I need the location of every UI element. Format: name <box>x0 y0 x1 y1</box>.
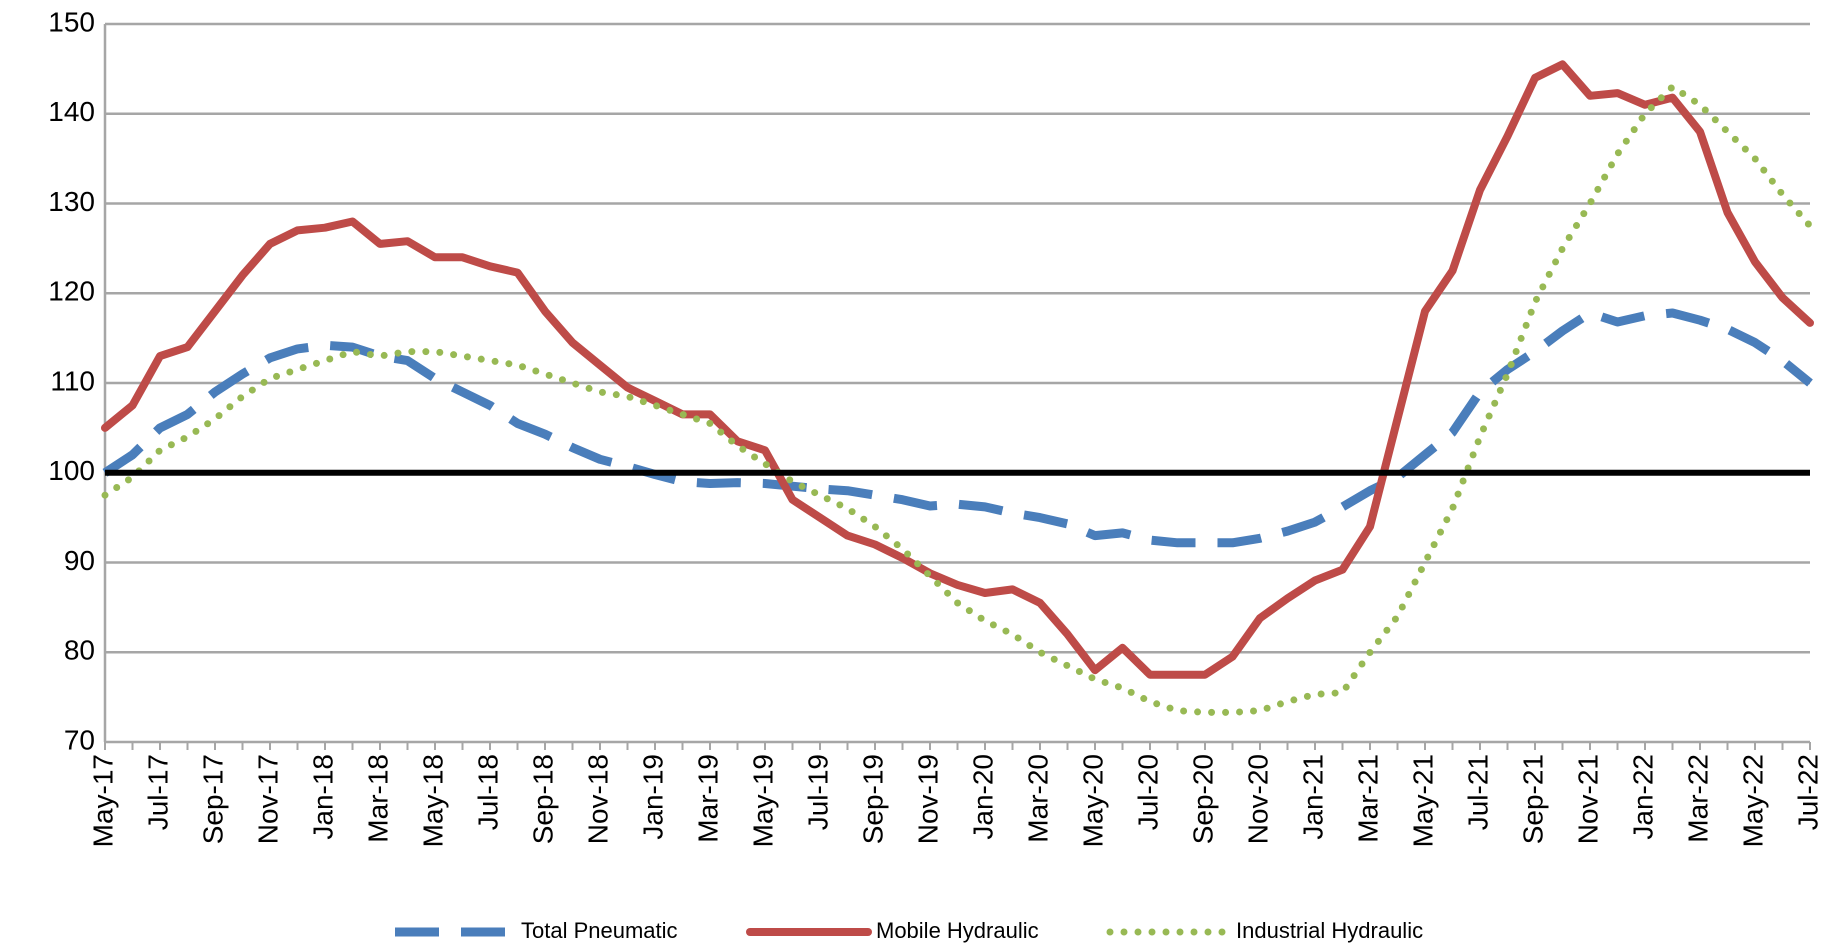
y-tick-label: 80 <box>64 635 95 666</box>
x-tick-label: May-17 <box>87 754 118 847</box>
x-tick-label: Nov-18 <box>582 754 613 844</box>
y-tick-label: 130 <box>48 186 95 217</box>
y-tick-label: 150 <box>48 6 95 37</box>
legend-label: Industrial Hydraulic <box>1236 918 1423 943</box>
x-tick-label: May-21 <box>1407 754 1438 847</box>
x-tick-label: Jul-22 <box>1792 754 1823 830</box>
x-tick-label: Jul-19 <box>802 754 833 830</box>
x-tick-label: Mar-22 <box>1682 754 1713 843</box>
x-tick-label: Jan-18 <box>307 754 338 840</box>
y-tick-label: 100 <box>48 455 95 486</box>
x-tick-label: Mar-21 <box>1352 754 1383 843</box>
x-tick-label: Sep-17 <box>197 754 228 844</box>
x-tick-label: Jul-20 <box>1132 754 1163 830</box>
x-tick-label: May-18 <box>417 754 448 847</box>
x-tick-label: Sep-21 <box>1517 754 1548 844</box>
x-tick-label: Mar-20 <box>1022 754 1053 843</box>
legend-label: Mobile Hydraulic <box>876 918 1039 943</box>
series-line <box>102 308 1813 548</box>
x-tick-label: Sep-20 <box>1187 754 1218 844</box>
x-tick-label: Jul-17 <box>142 754 173 830</box>
x-tick-label: Jan-22 <box>1627 754 1658 840</box>
x-tick-label: Nov-17 <box>252 754 283 844</box>
legend-label: Total Pneumatic <box>521 918 678 943</box>
x-tick-label: Nov-20 <box>1242 754 1273 844</box>
y-tick-label: 140 <box>48 96 95 127</box>
x-tick-label: Jan-19 <box>637 754 668 840</box>
y-tick-label: 110 <box>50 365 95 396</box>
x-tick-label: Sep-19 <box>857 754 888 844</box>
x-tick-label: Nov-21 <box>1572 754 1603 844</box>
x-tick-label: Jan-21 <box>1297 754 1328 840</box>
x-tick-label: Mar-18 <box>362 754 393 843</box>
y-tick-label: 120 <box>48 276 95 307</box>
x-tick-label: Jul-18 <box>472 754 503 830</box>
x-tick-label: May-22 <box>1737 754 1768 847</box>
x-tick-label: Jan-20 <box>967 754 998 840</box>
x-tick-label: Jul-21 <box>1462 754 1493 830</box>
x-tick-label: May-20 <box>1077 754 1108 847</box>
x-tick-label: Nov-19 <box>912 754 943 844</box>
x-tick-label: May-19 <box>747 754 778 847</box>
series-line <box>101 60 1814 679</box>
x-tick-label: Mar-19 <box>692 754 723 843</box>
series-line <box>101 83 1814 716</box>
x-tick-label: Sep-18 <box>527 754 558 844</box>
y-tick-label: 70 <box>64 724 95 755</box>
y-tick-label: 90 <box>64 545 95 576</box>
